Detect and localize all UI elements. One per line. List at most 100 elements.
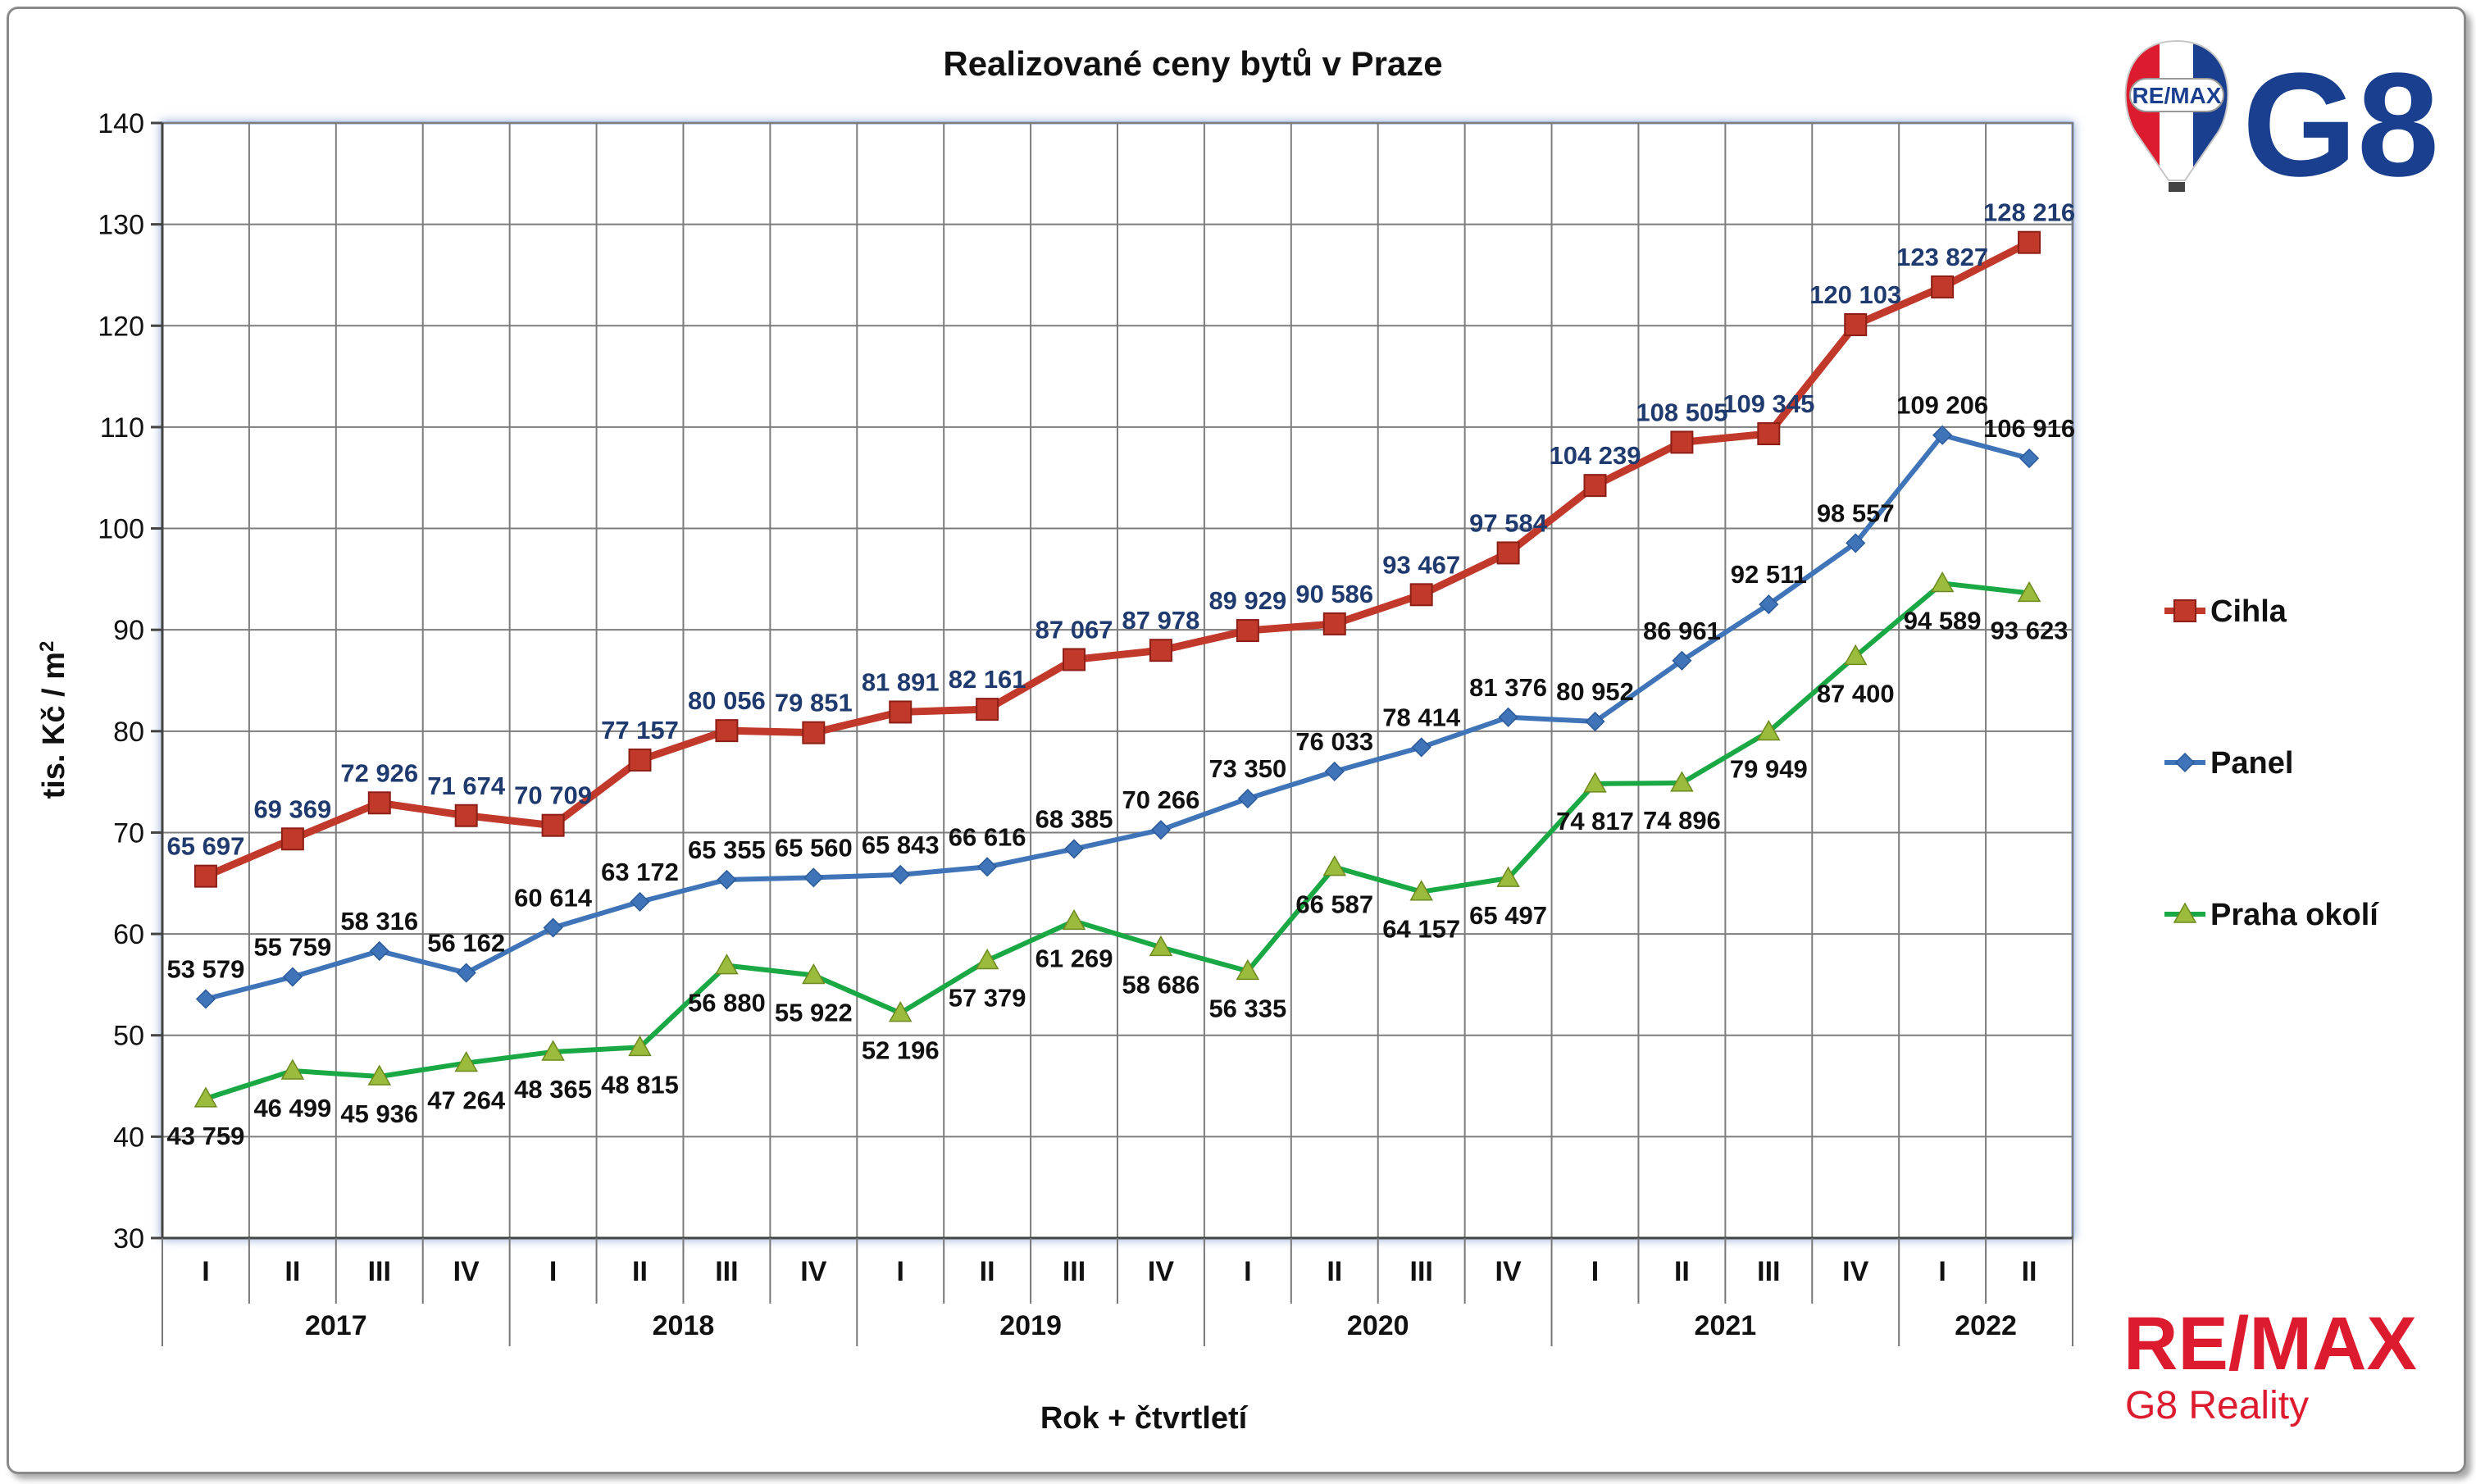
data-label-cihla: 82 161 bbox=[949, 665, 1026, 694]
data-label-panel: 70 266 bbox=[1122, 785, 1200, 814]
data-label-praha-okol: 74 817 bbox=[1556, 807, 1634, 835]
data-label-cihla: 87 978 bbox=[1122, 606, 1200, 635]
point-cihla bbox=[1670, 430, 1694, 454]
data-label-panel: 56 162 bbox=[427, 929, 505, 958]
data-label-cihla: 97 584 bbox=[1469, 508, 1548, 537]
data-label-cihla: 77 157 bbox=[601, 716, 679, 744]
point-praha-okol bbox=[715, 954, 739, 975]
point-panel bbox=[1150, 820, 1172, 840]
y-axis-label-text: tis. Kč / m bbox=[37, 652, 71, 799]
point-praha-okol bbox=[1496, 866, 1520, 887]
quarter-label: I bbox=[1591, 1256, 1599, 1287]
data-label-cihla: 120 103 bbox=[1809, 280, 1901, 309]
point-cihla bbox=[454, 803, 478, 827]
data-label-praha-okol: 79 949 bbox=[1730, 754, 1808, 783]
y-axis: 30 40 50 60 70 80 90 100 110 120 130 140 bbox=[98, 108, 164, 1254]
point-panel bbox=[1759, 594, 1779, 615]
g8-logo: G8 bbox=[2242, 43, 2439, 207]
point-praha-okol bbox=[1149, 935, 1173, 957]
data-label-cihla: 108 505 bbox=[1636, 398, 1727, 426]
remax-footer-logo: RE/MAX bbox=[2123, 1302, 2417, 1386]
point-praha-okol bbox=[367, 1064, 392, 1086]
data-label-praha-okol: 61 269 bbox=[1035, 944, 1113, 972]
g8-reality-text: G8 Reality bbox=[2125, 1384, 2309, 1427]
data-label-cihla: 128 216 bbox=[1983, 198, 2075, 227]
point-panel bbox=[803, 867, 824, 888]
quarter-label: III bbox=[715, 1256, 738, 1287]
data-label-praha-okol: 93 623 bbox=[1991, 616, 2069, 644]
point-praha-okol bbox=[280, 1058, 305, 1080]
point-praha-okol bbox=[802, 963, 826, 985]
point-panel bbox=[1585, 711, 1605, 732]
quarter-label: III bbox=[368, 1256, 391, 1287]
legend-marker-praha-okol bbox=[2173, 902, 2197, 923]
quarter-label: IV bbox=[453, 1256, 480, 1287]
data-label-cihla: 69 369 bbox=[253, 794, 331, 823]
y-tick-label: 40 bbox=[113, 1122, 144, 1153]
quarter-label: II bbox=[2022, 1256, 2037, 1287]
point-panel bbox=[195, 989, 216, 1009]
data-labels: 65 697 69 369 72 926 71 674 70 709 77 157 80 0… bbox=[167, 198, 2076, 1150]
quarter-label: II bbox=[980, 1256, 995, 1287]
data-label-praha-okol: 65 497 bbox=[1469, 901, 1547, 930]
point-panel bbox=[1237, 788, 1258, 809]
quarter-label: IV bbox=[800, 1256, 826, 1287]
data-label-praha-okol: 87 400 bbox=[1817, 679, 1895, 708]
point-panel bbox=[1846, 533, 1866, 553]
point-panel bbox=[1411, 737, 1431, 758]
data-label-panel: 65 560 bbox=[775, 833, 853, 862]
quarter-label: II bbox=[1674, 1256, 1690, 1287]
legend-marker-cihla bbox=[2173, 599, 2196, 622]
point-panel bbox=[1324, 761, 1345, 781]
quarter-label: I bbox=[897, 1256, 904, 1287]
point-praha-okol bbox=[1236, 958, 1260, 981]
y-axis-label-sup: 2 bbox=[36, 641, 58, 652]
point-panel bbox=[1672, 650, 1692, 671]
point-cihla bbox=[976, 698, 999, 722]
series-line-praha-okol bbox=[205, 580, 2030, 1101]
point-cihla bbox=[1063, 648, 1086, 671]
grid bbox=[162, 122, 2073, 1239]
data-label-cihla: 93 467 bbox=[1382, 550, 1460, 579]
data-label-cihla: 71 674 bbox=[427, 772, 506, 800]
x-axis-label: Rok + čtvrtletí bbox=[1040, 1401, 1249, 1436]
legend-label-panel: Panel bbox=[2210, 746, 2293, 781]
y-tick-label: 50 bbox=[113, 1021, 144, 1052]
data-label-panel: 80 952 bbox=[1556, 677, 1634, 706]
data-label-cihla: 90 586 bbox=[1295, 580, 1373, 608]
point-panel bbox=[630, 891, 650, 912]
data-label-panel: 53 579 bbox=[167, 954, 245, 983]
year-label: 2018 bbox=[653, 1310, 715, 1341]
point-cihla bbox=[193, 864, 217, 888]
data-label-panel: 76 033 bbox=[1295, 727, 1373, 756]
year-label: 2021 bbox=[1695, 1310, 1757, 1341]
quarter-label: IV bbox=[1495, 1256, 1522, 1287]
data-label-cihla: 87 067 bbox=[1035, 615, 1113, 644]
point-praha-okol bbox=[1409, 880, 1433, 901]
data-label-praha-okol: 56 880 bbox=[688, 989, 766, 1017]
data-label-praha-okol: 45 936 bbox=[340, 1099, 418, 1128]
point-praha-okol bbox=[1670, 771, 1694, 792]
point-praha-okol bbox=[193, 1086, 218, 1108]
point-cihla bbox=[889, 700, 913, 724]
point-praha-okol bbox=[454, 1051, 478, 1072]
point-cihla bbox=[1757, 422, 1781, 446]
data-label-panel: 98 557 bbox=[1817, 498, 1895, 527]
data-label-praha-okol: 64 157 bbox=[1382, 915, 1460, 944]
data-label-cihla: 81 891 bbox=[862, 667, 940, 696]
series-layer bbox=[193, 230, 2041, 1108]
data-label-praha-okol: 94 589 bbox=[1904, 606, 1982, 635]
point-cihla bbox=[541, 813, 565, 837]
data-label-praha-okol: 58 686 bbox=[1122, 970, 1200, 999]
quarter-label: III bbox=[1410, 1256, 1433, 1287]
chart-title: Realizované ceny bytů v Praze bbox=[943, 44, 1442, 83]
y-tick-label: 140 bbox=[98, 108, 144, 139]
point-cihla bbox=[1236, 619, 1259, 643]
point-cihla bbox=[2018, 230, 2041, 254]
point-cihla bbox=[1931, 275, 1955, 298]
point-panel bbox=[977, 857, 998, 877]
point-cihla bbox=[1322, 612, 1346, 635]
data-label-cihla: 109 345 bbox=[1723, 389, 1814, 418]
data-label-praha-okol: 47 264 bbox=[427, 1086, 506, 1115]
quarter-label: I bbox=[202, 1256, 209, 1287]
